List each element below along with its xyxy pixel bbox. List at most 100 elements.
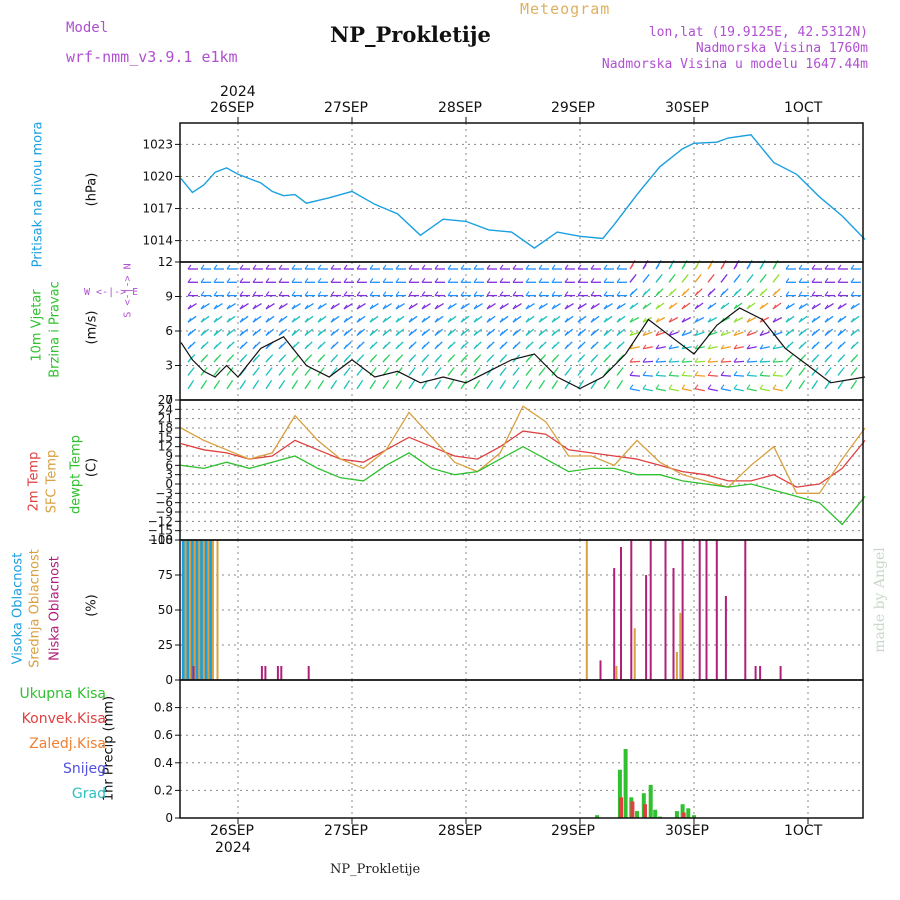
wind-barb-flag — [200, 317, 205, 323]
wind-barb-flag — [785, 371, 790, 376]
wind-barb-flag — [330, 277, 335, 283]
precip-bar-1 — [643, 804, 647, 818]
wind-barb-flag — [525, 291, 530, 296]
wind-barb — [668, 388, 679, 392]
wind-barb-flag — [707, 317, 712, 323]
wind-barb-flag — [265, 317, 270, 323]
wind-barb-flag — [629, 291, 634, 296]
wind-barb — [252, 303, 262, 310]
wind-barb-flag — [629, 357, 634, 363]
wind-barb — [655, 374, 667, 377]
wind-barb-flag — [512, 344, 517, 350]
wind-barb-flag — [408, 291, 413, 296]
wind-barb-flag — [629, 384, 634, 390]
wind-barb — [746, 374, 758, 377]
cloud-bar-2 — [754, 666, 757, 680]
wind-barb — [746, 388, 757, 392]
wind-barb-flag — [551, 277, 556, 283]
cloud-bar-2 — [672, 568, 675, 680]
wind-barb-flag — [746, 357, 751, 363]
wind-barb-flag — [317, 384, 322, 390]
wind-barb-flag — [226, 304, 231, 310]
wind-barb-flag — [460, 384, 465, 390]
cloud-bar-2 — [192, 666, 195, 680]
wind-barb-flag — [421, 264, 426, 270]
wind-barb-flag — [642, 317, 647, 323]
wind-barb-flag — [304, 384, 309, 390]
wind-barb-flag — [356, 384, 361, 390]
wind-barb-flag — [655, 304, 660, 310]
wind-barb-flag — [252, 371, 257, 376]
wind-barb-flag — [499, 277, 504, 283]
wind-barb — [759, 346, 770, 350]
wind-barb-flag — [304, 304, 309, 310]
y-tick-label: 21 — [158, 412, 173, 426]
wind-barb-flag — [642, 331, 647, 336]
wind-barb-flag — [395, 264, 400, 270]
wind-barb-flag — [408, 384, 413, 390]
wind-barb-flag — [291, 304, 296, 310]
wind-barb-flag — [642, 371, 647, 376]
wind-barb-flag — [720, 357, 725, 363]
wind-barb-flag — [473, 317, 478, 323]
page-title: NP_Prokletije — [330, 22, 491, 47]
wind-barb-flag — [720, 277, 725, 283]
wind-barb-flag — [772, 344, 777, 350]
wind-barb-flag — [317, 304, 322, 310]
wind-barb-flag — [213, 384, 218, 390]
wind-barb-flag — [291, 357, 296, 363]
wind-barb-flag — [837, 331, 842, 336]
wind-barb-flag — [811, 357, 816, 363]
y-tick-label: 25 — [158, 638, 173, 652]
wind-barb — [213, 303, 223, 310]
wind-barb-flag — [824, 304, 829, 310]
wind-barb-flag — [252, 291, 257, 296]
cloud-bar-0 — [190, 540, 194, 680]
wind-barb — [629, 374, 641, 377]
wind-barb — [642, 346, 653, 350]
cloud-bar-2 — [280, 666, 283, 680]
wind-barb-flag — [343, 384, 348, 390]
wind-barb-flag — [200, 331, 205, 336]
wind-barb-flag — [395, 344, 400, 350]
cloud-bar-0 — [200, 540, 203, 680]
wind-barb-flag — [512, 384, 517, 390]
wind-barb-flag — [200, 304, 205, 310]
y-tick-label: −15 — [148, 524, 173, 538]
wind-barb-flag — [421, 331, 426, 336]
wind-barb-flag — [330, 331, 335, 336]
wind-barb-flag — [304, 357, 309, 363]
date-bottom-1: 27SEP — [324, 823, 368, 839]
cloud-bar-2 — [681, 540, 684, 680]
wind-barb — [694, 360, 706, 363]
wind-barb-flag — [421, 344, 426, 350]
cloud-bar-1 — [193, 540, 196, 680]
wind-barb — [655, 331, 666, 337]
date-top-2: 28SEP — [438, 100, 482, 116]
wind-barb-flag — [837, 371, 842, 376]
wind-barb-flag — [278, 344, 283, 350]
wind-barb-flag — [187, 277, 192, 283]
wind-barb — [330, 303, 340, 310]
wind-barb-flag — [538, 264, 543, 270]
wind-barb-flag — [187, 371, 192, 376]
wind-barb-flag — [200, 384, 205, 390]
wind-barb-flag — [486, 277, 491, 283]
wind-barb-flag — [460, 277, 465, 283]
wind-barb-flag — [798, 371, 803, 376]
wind-barb-flag — [720, 304, 725, 310]
y-tick-label: 50 — [158, 603, 173, 617]
wind-barb-flag — [746, 384, 751, 390]
cloud-bar-2 — [664, 540, 667, 680]
wind-barb — [694, 374, 706, 377]
wind-barb-flag — [486, 344, 491, 350]
wind-barb — [837, 303, 847, 310]
temp-line-1 — [180, 405, 866, 494]
wind-barb-flag — [824, 277, 829, 283]
wind-barb-flag — [447, 357, 452, 363]
wind-barb-flag — [304, 371, 309, 376]
wind-barb-flag — [577, 371, 582, 376]
wind-barb — [824, 303, 834, 310]
wind-barb-flag — [343, 291, 348, 296]
wind-barb-flag — [252, 384, 257, 390]
